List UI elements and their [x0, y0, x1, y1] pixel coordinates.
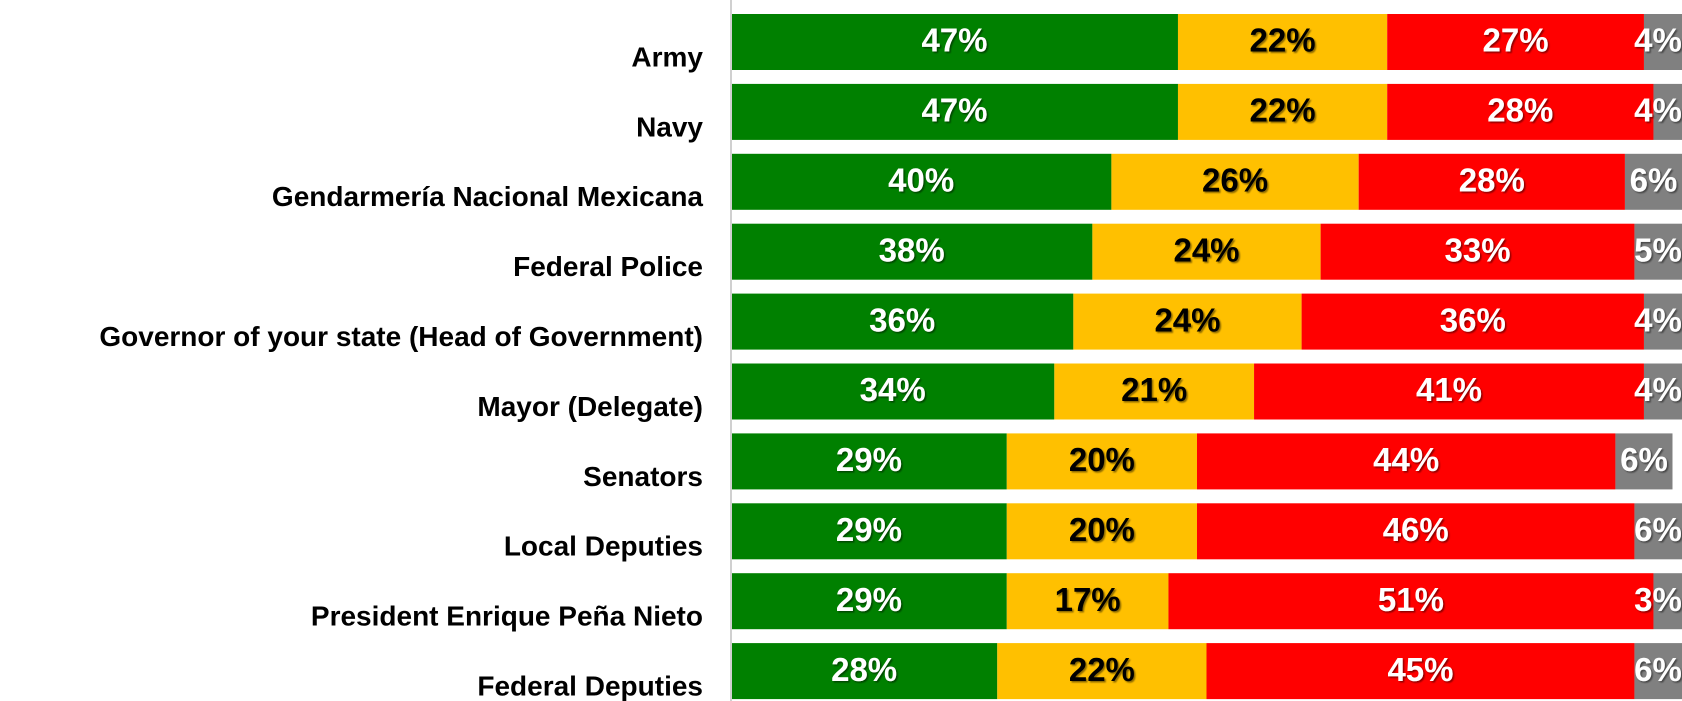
value-label: 41%	[1416, 371, 1482, 408]
value-label: 51%	[1378, 581, 1444, 618]
bar-segment	[1168, 573, 1654, 630]
bar-segment	[731, 153, 1112, 210]
value-label: 4%	[1634, 371, 1682, 408]
value-label: 36%	[869, 301, 935, 338]
category-label: Federal Police	[513, 251, 703, 282]
bar-segment	[1177, 83, 1388, 140]
bar-segment	[1653, 573, 1682, 630]
bar-segment	[1643, 14, 1682, 70]
value-label: 4%	[1634, 92, 1682, 129]
value-label: 22%	[1250, 92, 1316, 129]
bar-segment	[731, 643, 998, 700]
category-label: Federal Deputies	[477, 670, 703, 701]
value-label: 46%	[1383, 511, 1449, 548]
value-label: 26%	[1202, 162, 1268, 199]
value-label: 38%	[879, 231, 945, 268]
bar-segment	[1358, 153, 1625, 210]
bar-segment	[1254, 363, 1644, 420]
bar-segment	[731, 363, 1055, 420]
value-label: 6%	[1620, 441, 1668, 478]
value-label: 17%	[1055, 581, 1121, 618]
bar-segment	[1387, 83, 1654, 140]
bar-segment	[1177, 14, 1388, 70]
value-label: 3%	[1634, 581, 1682, 618]
value-label: 28%	[831, 651, 897, 688]
value-label: 20%	[1069, 511, 1135, 548]
value-label: 29%	[836, 511, 902, 548]
value-label: 6%	[1634, 651, 1682, 688]
value-label: 4%	[1634, 22, 1682, 59]
bar-segment	[1624, 153, 1682, 210]
category-label: Senators	[583, 461, 703, 492]
value-label: 34%	[860, 371, 926, 408]
bar-segment	[1320, 223, 1635, 280]
value-label: 24%	[1173, 231, 1239, 268]
bar-segment	[1006, 503, 1197, 560]
value-label: 45%	[1387, 651, 1453, 688]
bar-segment	[731, 573, 1007, 630]
value-label: 47%	[921, 22, 987, 59]
bar-segment	[1111, 153, 1359, 210]
value-label: 28%	[1487, 92, 1553, 129]
bar-segment	[1634, 643, 1682, 700]
bar-segment	[731, 433, 1007, 490]
category-label: Navy	[636, 111, 703, 142]
category-label: Governor of your state (Head of Governme…	[99, 321, 703, 352]
bar-segment	[1054, 363, 1255, 420]
category-label: Local Deputies	[504, 531, 703, 562]
value-label: 5%	[1634, 231, 1682, 268]
value-label: 4%	[1634, 301, 1682, 338]
bar-segment	[1615, 433, 1673, 490]
value-label: 40%	[888, 162, 954, 199]
value-label: 6%	[1630, 162, 1678, 199]
bar-segment	[1387, 14, 1644, 70]
bar-segment	[1092, 223, 1321, 280]
bar-segment	[731, 14, 1178, 70]
value-label: 28%	[1459, 162, 1525, 199]
bar-segment	[1073, 293, 1302, 350]
category-label: Army	[631, 41, 703, 72]
bar-segment	[731, 503, 1007, 560]
value-label: 29%	[836, 581, 902, 618]
value-label: 33%	[1445, 231, 1511, 268]
category-label: President Enrique Peña Nieto	[311, 601, 703, 632]
bar-segment	[731, 293, 1074, 350]
category-label: Mayor (Delegate)	[477, 391, 703, 422]
value-label: 20%	[1069, 441, 1135, 478]
value-label: 21%	[1121, 371, 1187, 408]
bar-segment	[1643, 293, 1682, 350]
bar-segment	[1196, 503, 1635, 560]
bar-segment	[1653, 83, 1682, 140]
category-label: Gendarmería Nacional Mexicana	[272, 181, 704, 212]
value-label: 47%	[921, 92, 987, 129]
bar-segment	[1643, 363, 1682, 420]
value-label: 44%	[1373, 441, 1439, 478]
value-label: 22%	[1069, 651, 1135, 688]
value-label: 6%	[1634, 511, 1682, 548]
bar-segment	[1196, 433, 1616, 490]
bar-segment	[1006, 433, 1197, 490]
value-label: 27%	[1483, 22, 1549, 59]
bar-segment	[731, 223, 1093, 280]
bar-segment	[731, 83, 1178, 140]
bar-segment	[1634, 223, 1682, 280]
bar-segment	[1634, 503, 1682, 560]
bar-segment	[997, 643, 1207, 700]
bar-segment	[1301, 293, 1644, 350]
bar-segment	[1006, 573, 1169, 630]
value-label: 29%	[836, 441, 902, 478]
value-label: 22%	[1250, 22, 1316, 59]
bar-segment	[1206, 643, 1635, 700]
value-label: 36%	[1440, 301, 1506, 338]
value-label: 24%	[1154, 301, 1220, 338]
